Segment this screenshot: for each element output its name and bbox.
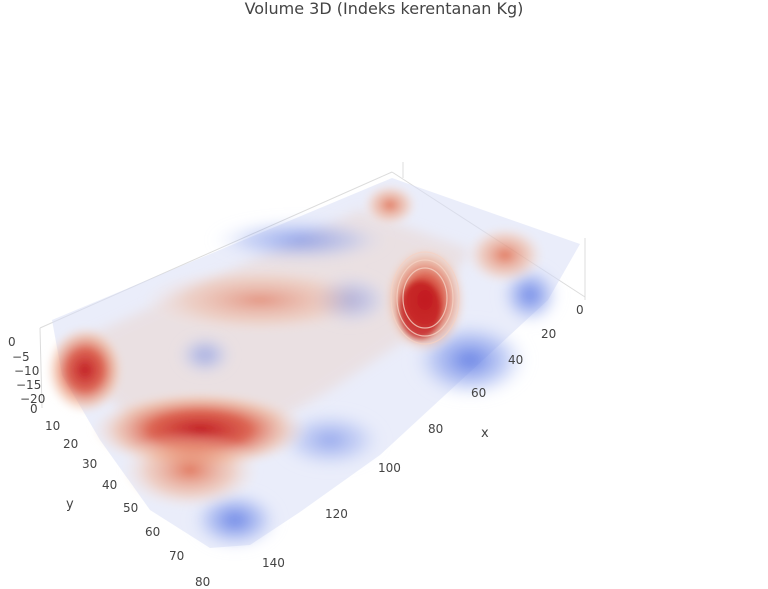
x-tick-label: 80 (428, 422, 443, 436)
z-tick-label: −5 (12, 350, 30, 364)
y-tick-label: 50 (123, 501, 138, 515)
x-tick-label: 100 (378, 461, 401, 475)
x-tick-label: 140 (262, 556, 285, 570)
y-tick-label: 80 (195, 575, 210, 589)
chart-title: Volume 3D (Indeks kerentanan Kg) (244, 0, 524, 18)
hill-east (465, 225, 545, 285)
x-tick-label: 0 (576, 303, 584, 317)
x-tick-label: 20 (541, 327, 556, 341)
contour-rings (390, 251, 460, 345)
low-lobe-north (210, 218, 390, 262)
y-axis: 0 10 20 30 40 50 60 70 80 y (30, 402, 210, 589)
x-tick-label: 60 (471, 386, 486, 400)
x-axis-label: x (481, 426, 489, 441)
z-tick-label: −10 (14, 364, 39, 378)
y-tick-label: 40 (102, 478, 117, 492)
z-axis: 0 −5 −10 −15 −20 (8, 335, 45, 406)
x-tick-label: 120 (325, 507, 348, 521)
y-axis-label: y (66, 497, 74, 512)
z-tick-label: −15 (16, 378, 41, 392)
ridge-south-lower (120, 430, 260, 510)
volume-body (45, 178, 580, 550)
z-tick-label: 0 (8, 335, 16, 349)
ridge-upper-band (140, 265, 380, 335)
y-tick-label: 20 (63, 437, 78, 451)
z-tick-label: −20 (20, 392, 45, 406)
low-lobe-west (177, 335, 233, 375)
ridge-west-edge (45, 325, 125, 415)
x-tick-label: 40 (508, 353, 523, 367)
y-tick-label: 70 (169, 549, 184, 563)
hill-north-corner (362, 183, 418, 227)
y-tick-label: 60 (145, 525, 160, 539)
y-tick-label: 30 (82, 457, 97, 471)
y-tick-label: 10 (45, 419, 60, 433)
x-axis: 0 20 40 60 80 100 120 140 x (262, 303, 584, 570)
peak-center-core (398, 280, 442, 340)
y-tick-label: 0 (30, 402, 38, 416)
